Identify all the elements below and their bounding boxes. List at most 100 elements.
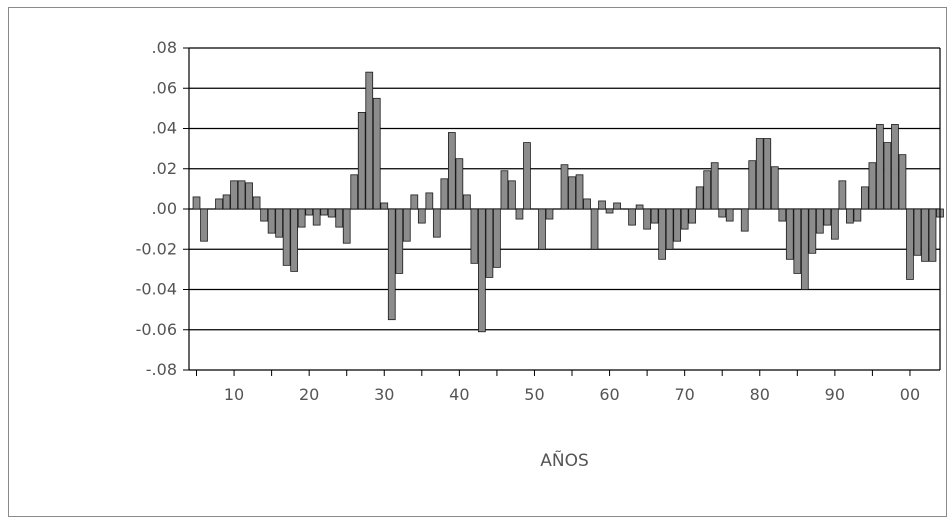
x-tick-label: 60 [599,385,619,404]
bar [508,180,516,210]
bars [192,71,944,333]
bar [770,166,779,210]
bar [365,71,374,210]
x-tick-label: 20 [299,385,319,404]
bar [846,208,854,224]
bar [515,208,524,220]
x-tick-label: 70 [674,385,694,404]
bar [838,180,847,210]
bar [628,208,636,226]
bar [425,192,434,210]
x-axis-title: AÑOS [540,449,589,471]
bar [891,124,899,210]
y-tick-label: -0.06 [136,320,177,339]
y-tick-label: -0.04 [136,280,177,299]
bar [665,208,674,250]
bar [237,180,246,210]
bar [327,208,336,218]
bar [763,138,772,210]
x-tick-label: 30 [374,385,394,404]
bar [590,208,599,250]
bar [755,138,764,210]
bar [673,208,682,242]
bar [650,208,659,224]
x-tick-label: 50 [524,385,544,404]
bar [245,182,253,210]
bar [823,208,832,226]
bar [402,208,411,242]
x-tick-label: 00 [900,385,920,404]
bar [815,208,824,234]
bar [725,208,734,222]
bar [748,160,757,210]
bar [387,208,396,321]
bar [898,154,907,210]
bar [740,208,749,232]
bar [350,174,359,210]
bar [598,200,606,210]
bar [493,208,501,268]
bar-chart: .08 .06 .04 .02 .00 -0.02 -0.04 -0.06 -.08 10 20 3… [136,38,944,471]
bar [778,208,787,222]
bar [680,208,689,230]
bar [921,208,929,262]
bar [432,208,441,238]
bar [643,208,651,230]
bar [463,194,471,210]
y-tick-label: .08 [152,38,177,57]
axes [183,47,941,376]
bar [417,208,426,224]
bar [447,132,456,210]
bar [523,142,531,210]
bar [545,208,554,220]
y-tick-label: .06 [152,78,177,97]
bar [560,164,569,210]
bar [335,208,344,228]
bar [928,208,937,262]
bar [583,198,591,210]
y-tick-label: -0.02 [136,239,177,258]
bar [290,208,298,272]
bar [282,208,291,266]
y-tick-label: .02 [152,159,177,178]
x-tick-label: 90 [825,385,845,404]
bar [906,208,914,280]
bar [222,194,231,210]
bar [500,170,509,210]
bar [192,196,201,210]
bar [342,208,351,244]
bar [853,208,862,222]
bar [785,208,794,260]
bar [831,208,839,240]
y-tick-labels: .08 .06 .04 .02 .00 -0.02 -0.04 -0.06 -.08 [136,38,177,379]
bar [395,208,404,274]
bar [635,204,644,210]
bar [260,208,268,222]
bar [357,112,366,210]
x-tick-label: 80 [750,385,770,404]
bar [658,208,666,260]
bar [485,208,494,278]
bar [710,162,719,210]
bar [478,208,486,333]
bar [297,208,306,228]
bar [275,208,283,238]
bar [252,196,261,210]
bar [470,208,479,264]
bar [372,97,381,210]
bar [695,186,704,210]
bar [876,124,884,210]
bar [913,208,922,256]
bar [568,176,576,210]
y-tick-label: .04 [152,119,177,138]
x-tick-labels: 10 20 30 40 50 60 70 80 90 00 [224,385,920,404]
bar [883,142,892,210]
bar [267,208,276,234]
bar [800,208,809,290]
bar [575,174,584,210]
bar [215,198,223,210]
bar [538,208,546,250]
bar [808,208,817,254]
bar [605,208,614,214]
chart-frame: .08 .06 .04 .02 .00 -0.02 -0.04 -0.06 -.08 10 20 3… [8,7,947,517]
